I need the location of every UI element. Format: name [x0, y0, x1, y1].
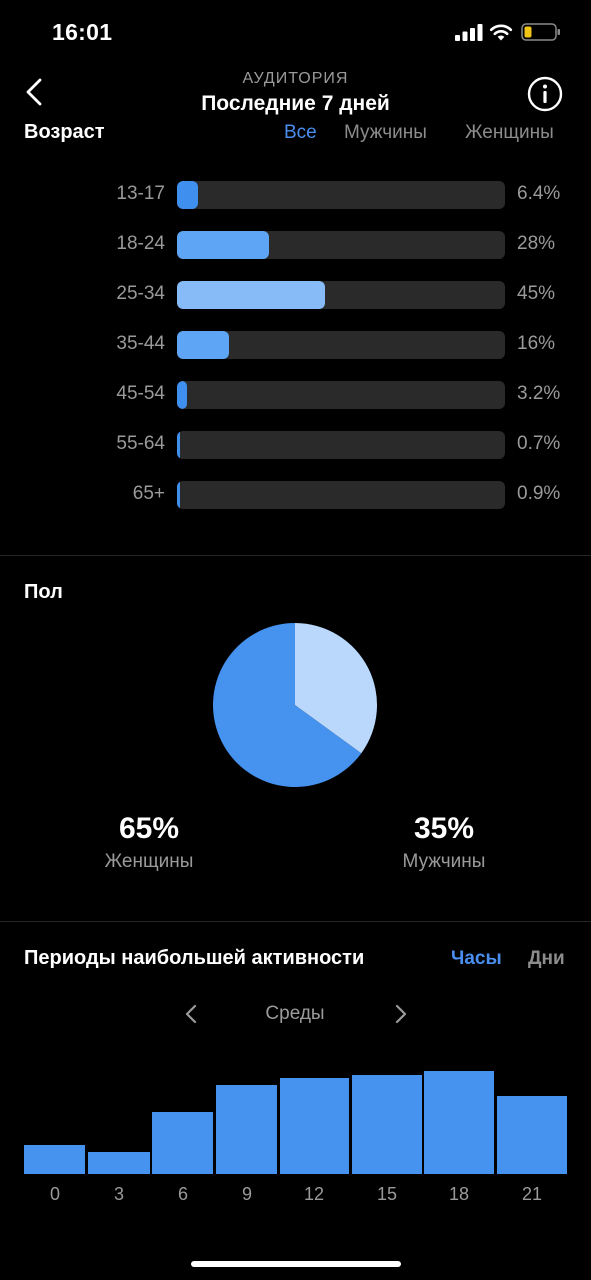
age-percent: 28%	[517, 233, 556, 254]
age-bar-track	[177, 231, 505, 259]
activity-bar	[152, 1112, 213, 1174]
age-label: 25-34	[116, 283, 165, 304]
tab-men[interactable]: Мужчины	[344, 122, 427, 143]
tab-all[interactable]: Все	[284, 122, 317, 143]
tab-hours[interactable]: Часы	[451, 948, 502, 969]
activity-bar-chart	[24, 1071, 567, 1174]
age-bar-fill	[177, 181, 198, 209]
gender-pie-chart	[212, 623, 377, 787]
selected-day: Среды	[265, 1003, 325, 1024]
cellular-signal-icon	[455, 24, 483, 41]
age-bar-fill	[177, 431, 180, 459]
age-bar-track	[177, 381, 505, 409]
age-bar-track	[177, 181, 505, 209]
battery-icon	[521, 23, 560, 41]
previous-day-chevron-icon[interactable]	[183, 1003, 199, 1025]
activity-bar	[24, 1145, 85, 1174]
men-label: Мужчины	[402, 851, 486, 872]
age-bar-fill	[177, 281, 325, 309]
x-tick-label: 12	[303, 1184, 325, 1204]
age-row: 25-34 45%	[0, 281, 591, 311]
women-label: Женщины	[104, 851, 194, 872]
section-divider	[0, 555, 591, 556]
activity-section-title: Периоды наибольшей активности	[24, 947, 365, 969]
x-tick-label: 21	[521, 1184, 543, 1204]
activity-bar	[280, 1078, 349, 1174]
age-row: 65+ 0.9%	[0, 481, 591, 511]
men-percent: 35%	[413, 812, 475, 845]
tab-days[interactable]: Дни	[528, 948, 565, 969]
x-tick-label: 3	[113, 1184, 124, 1204]
age-percent: 0.7%	[517, 433, 561, 454]
nav-header: АУДИТОРИЯ Последние 7 дней	[0, 64, 591, 126]
header-title: Последние 7 дней	[201, 92, 390, 115]
gender-section-title: Пол	[24, 581, 63, 603]
home-indicator[interactable]	[191, 1261, 401, 1267]
x-tick-label: 15	[376, 1184, 398, 1204]
wifi-icon	[489, 24, 513, 41]
age-label: 55-64	[116, 433, 165, 454]
info-icon[interactable]	[527, 76, 563, 112]
age-bar-track	[177, 331, 505, 359]
x-tick-label: 0	[49, 1184, 60, 1204]
age-bar-track	[177, 481, 505, 509]
next-day-chevron-icon[interactable]	[393, 1003, 409, 1025]
age-bar-fill	[177, 331, 230, 359]
age-label: 13-17	[116, 183, 165, 204]
age-bar-fill	[177, 231, 269, 259]
x-tick-label: 18	[448, 1184, 470, 1204]
x-tick-label: 6	[177, 1184, 188, 1204]
activity-bar	[424, 1071, 494, 1174]
pie-slice-women	[212, 623, 362, 787]
age-row: 55-64 0.7%	[0, 431, 591, 461]
age-bar-fill	[177, 481, 180, 509]
status-time: 16:01	[52, 19, 113, 45]
age-percent: 45%	[517, 283, 556, 304]
age-bar-track	[177, 431, 505, 459]
age-percent: 3.2%	[517, 383, 561, 404]
x-tick-label: 9	[241, 1184, 252, 1204]
activity-bar	[216, 1085, 277, 1174]
age-row: 45-54 3.2%	[0, 381, 591, 411]
activity-bar	[352, 1075, 422, 1174]
age-label: 45-54	[116, 383, 165, 404]
age-label: 18-24	[116, 233, 165, 254]
age-bar-track	[177, 281, 505, 309]
pie-slice-men	[295, 623, 377, 754]
age-bar-fill	[177, 381, 188, 409]
age-percent: 0.9%	[517, 483, 561, 504]
section-divider	[0, 921, 591, 922]
age-row: 13-17 6.4%	[0, 181, 591, 211]
status-bar: 16:01	[0, 0, 591, 64]
back-chevron-icon[interactable]	[20, 76, 50, 108]
age-row: 35-44 16%	[0, 331, 591, 361]
age-percent: 6.4%	[517, 183, 561, 204]
age-row: 18-24 28%	[0, 231, 591, 261]
age-section-title: Возраст	[24, 121, 105, 143]
header-subtitle: АУДИТОРИЯ	[242, 70, 349, 87]
activity-bar	[88, 1152, 150, 1174]
tab-women[interactable]: Женщины	[465, 122, 554, 143]
age-label: 65+	[132, 483, 165, 504]
women-percent: 65%	[118, 812, 180, 845]
activity-bar	[497, 1096, 567, 1174]
age-label: 35-44	[116, 333, 165, 354]
age-percent: 16%	[517, 333, 556, 354]
